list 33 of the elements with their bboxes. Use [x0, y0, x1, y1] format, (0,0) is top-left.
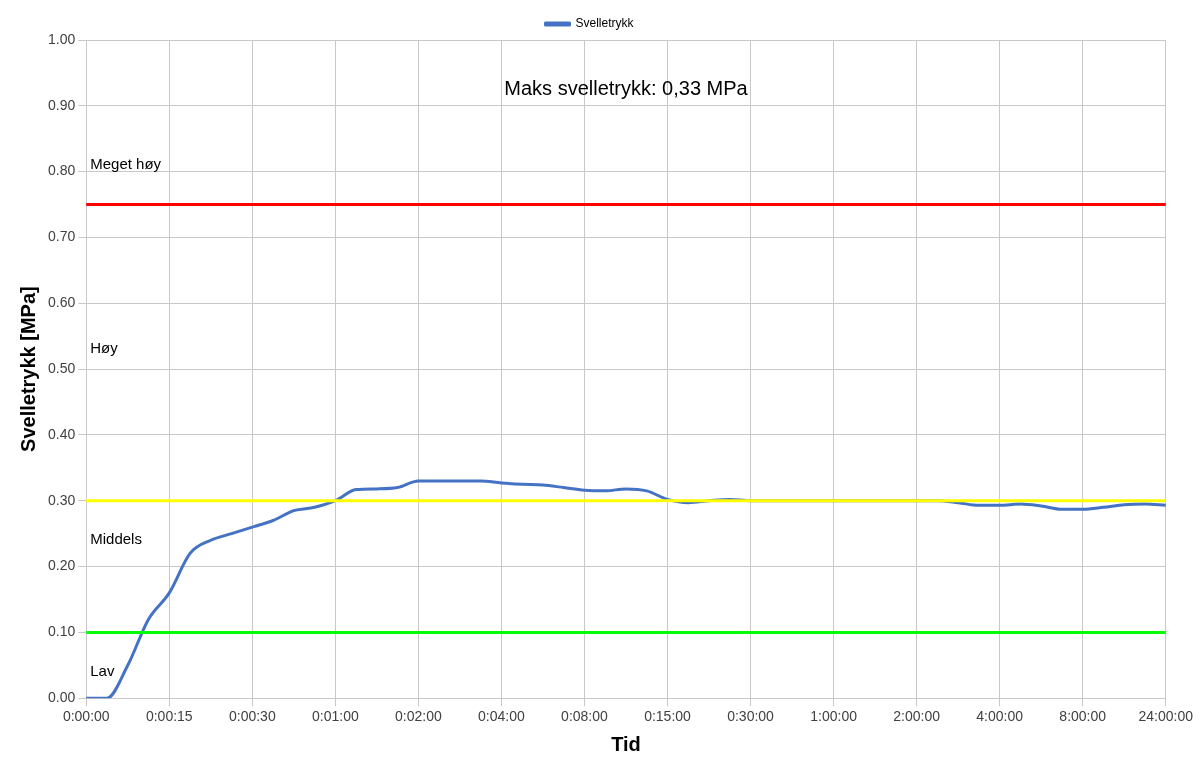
annotation: Høy — [90, 339, 119, 357]
x-tick-label: 24:00:00 — [1138, 708, 1194, 725]
x-tick-label: 4:00:00 — [976, 708, 1024, 725]
annotation: Middels — [90, 530, 142, 548]
x-tick-label: 0:00:15 — [145, 708, 193, 725]
y-tick-label: 0.80 — [48, 162, 76, 179]
x-tick-label: 0:00:00 — [62, 708, 110, 725]
y-tick-label: 0.20 — [48, 557, 76, 574]
x-tick-label: 0:08:00 — [561, 708, 609, 725]
x-tick-label: 0:01:00 — [312, 708, 359, 725]
x-tick-label: 0:04:00 — [478, 708, 526, 725]
y-tick-label: 0.90 — [48, 96, 76, 113]
y-tick-label: 0.30 — [48, 491, 76, 508]
x-tick-label: 0:00:30 — [228, 708, 276, 725]
x-tick-label: 1:00:00 — [810, 708, 858, 725]
annotation: Maks svelletrykk: 0,33 MPa — [504, 77, 749, 100]
x-tick-label: 8:00:00 — [1059, 708, 1107, 725]
x-axis-title: Tid — [611, 732, 641, 755]
x-tick-label: 2:00:00 — [893, 708, 941, 725]
x-tick-label: 0:15:00 — [644, 708, 692, 725]
y-tick-label: 0.00 — [48, 689, 76, 706]
x-tick-label: 0:30:00 — [727, 708, 775, 725]
y-tick-label: 0.10 — [48, 623, 76, 640]
y-tick-label: 0.50 — [48, 359, 76, 376]
y-tick-label: 1.00 — [48, 30, 76, 47]
y-axis-title: Svelletrykk [MPa] — [16, 286, 39, 452]
annotation: Lav — [90, 662, 115, 680]
annotation: Meget høy — [90, 155, 162, 173]
x-tick-label: 0:02:00 — [395, 708, 442, 725]
y-tick-label: 0.70 — [48, 228, 76, 245]
y-tick-label: 0.60 — [48, 294, 76, 311]
legend-label: Svelletrykk — [575, 16, 635, 31]
y-tick-label: 0.40 — [48, 425, 76, 442]
